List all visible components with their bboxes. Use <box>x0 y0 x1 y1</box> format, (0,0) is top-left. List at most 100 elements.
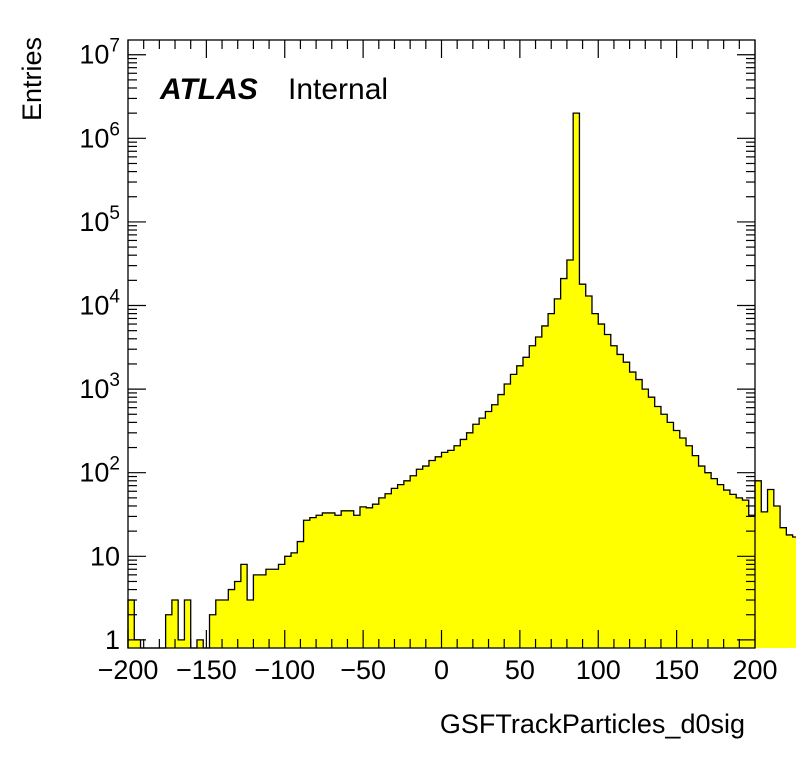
histogram-bin <box>667 422 674 648</box>
histogram-bin <box>773 505 781 648</box>
histogram-bin <box>366 507 373 648</box>
histogram-bin <box>617 354 624 648</box>
histogram-bin <box>472 424 480 648</box>
histogram-bin <box>278 564 286 648</box>
histogram-bin <box>610 345 618 648</box>
histogram-bin <box>529 345 536 648</box>
histogram-bin <box>723 490 731 648</box>
x-tick-label: 100 <box>576 655 621 685</box>
histogram-bin <box>291 552 298 648</box>
histogram-bin <box>341 510 348 648</box>
histogram-bin <box>359 506 367 648</box>
histogram-bin <box>623 362 630 648</box>
y-tick-label: 102 <box>79 454 120 488</box>
histogram-bin <box>272 569 279 648</box>
histogram-bin <box>523 357 530 648</box>
histogram-bin <box>397 484 405 648</box>
histogram-bin <box>579 284 587 648</box>
histogram-bin <box>466 432 474 648</box>
histogram-bin <box>391 488 399 648</box>
histogram-bin <box>215 600 223 648</box>
histogram-bin <box>585 295 593 648</box>
histogram-bin <box>729 494 737 648</box>
histogram-bin <box>516 365 524 648</box>
x-tick-label: −150 <box>176 655 237 685</box>
histogram-bin <box>598 324 605 648</box>
histogram-bin <box>385 493 392 648</box>
atlas-label: ATLAS Internal <box>159 73 388 106</box>
histogram-bin <box>322 512 330 648</box>
histogram-bin <box>347 510 355 648</box>
histogram-bin <box>378 497 386 648</box>
histogram-bin <box>222 600 229 648</box>
histogram-bin <box>679 438 687 648</box>
histogram-bin <box>297 541 304 648</box>
histogram-bin <box>591 313 599 648</box>
histogram-bin <box>698 466 706 648</box>
y-tick-label: 104 <box>79 287 120 321</box>
x-tick-labels: −200 −150 −100 −50 0 50 100 150 200 <box>98 655 778 685</box>
histogram-bin <box>648 397 656 648</box>
y-tick-label: 105 <box>79 203 120 237</box>
histogram-bin <box>353 515 361 648</box>
histogram-bin <box>128 600 135 648</box>
histogram-bin <box>435 456 442 648</box>
atlas-label-internal: Internal <box>288 73 388 106</box>
histogram-bin <box>259 574 267 648</box>
histogram-bin <box>535 337 543 648</box>
x-tick-label: −50 <box>340 655 386 685</box>
histogram-bin <box>171 600 179 648</box>
histogram-bin <box>328 512 336 648</box>
y-tick-label: 107 <box>79 36 120 70</box>
histogram-bin <box>510 374 518 648</box>
histogram-bin <box>209 614 217 648</box>
histogram-bin <box>479 418 486 648</box>
histogram-bin <box>410 475 417 648</box>
histogram-bin <box>334 515 342 648</box>
histogram-bin <box>604 334 612 648</box>
histogram-bin <box>134 639 141 648</box>
atlas-label-bold: ATLAS <box>159 73 258 106</box>
histogram-bin <box>428 460 436 648</box>
x-tick-label: 200 <box>732 655 777 685</box>
histogram-bin <box>686 445 693 648</box>
histogram-bin <box>673 430 681 648</box>
histogram-bin <box>196 639 204 648</box>
histogram-bin <box>660 414 668 648</box>
x-tick-label: 50 <box>505 655 535 685</box>
histogram-bin <box>165 614 173 648</box>
y-tick-label: 10 <box>90 541 120 571</box>
histogram-bin <box>234 581 242 648</box>
histogram-bin <box>573 113 580 649</box>
histogram-bin <box>692 455 699 648</box>
histogram-bars <box>128 113 796 649</box>
histogram-bin <box>303 520 311 648</box>
x-tick-label: −200 <box>98 655 159 685</box>
histogram-bin <box>554 298 562 648</box>
histogram-bin <box>178 639 185 648</box>
histogram-bin <box>635 379 643 648</box>
histogram-bin <box>247 600 254 648</box>
histogram-bin <box>541 325 549 648</box>
histogram-bin <box>761 511 768 648</box>
histogram-bin <box>560 278 568 648</box>
x-tick-label: −100 <box>254 655 315 685</box>
histogram-bin <box>792 537 796 648</box>
histogram-bin <box>497 394 505 648</box>
histogram-bin <box>454 445 461 648</box>
histogram-bin <box>228 589 235 648</box>
histogram-bin <box>240 564 248 648</box>
histogram-bin <box>284 556 292 648</box>
histogram-bin <box>755 480 762 648</box>
histogram-bin <box>265 569 273 648</box>
histogram-bin <box>504 384 511 648</box>
y-tick-label: 1 <box>105 625 120 655</box>
histogram-bin <box>184 600 192 648</box>
histogram-bin <box>441 452 449 648</box>
histogram-bin <box>566 260 574 648</box>
x-axis-title: GSFTrackParticles_d0sig <box>440 709 745 739</box>
histogram-bin <box>309 517 317 648</box>
histogram-bin <box>316 515 323 648</box>
histogram-bin <box>654 406 662 648</box>
y-tick-label: 106 <box>79 119 120 153</box>
